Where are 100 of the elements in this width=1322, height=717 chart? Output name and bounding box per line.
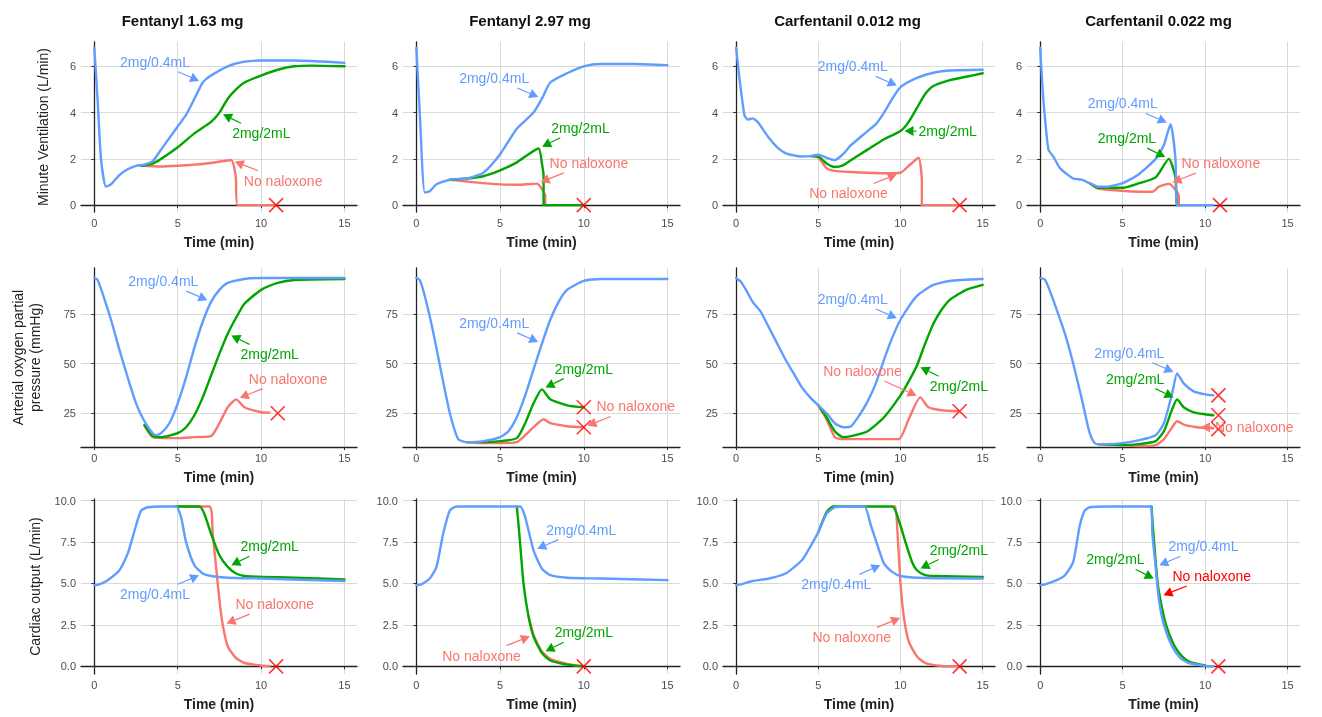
line-series [143,398,271,440]
y-tick-label: 4 [391,106,398,119]
y-tick-label: 6 [391,60,398,73]
x-tick-label: 10 [894,678,907,691]
y-tick-label: 7.5 [702,536,718,549]
y-tick-label: 25 [1009,407,1022,420]
y-tick-label: 6 [69,60,76,73]
y-tick-label: 2 [69,152,76,165]
annotation: 2mg/2mL [929,378,989,395]
annotation: 2mg/0.4mL [128,273,199,290]
annotation: 2mg/2mL [554,624,614,641]
annotation: 2mg/2mL [929,541,989,558]
x-tick-label: 0 [413,216,420,229]
y-tick-label: 75 [705,307,718,320]
annotation: 2mg/2mL [240,538,300,555]
annotation: 2mg/2mL [240,346,300,363]
y-axis-title: Arterial oxygen partial pressure (mmHg) [9,289,43,426]
annotation: No naloxone [248,370,328,387]
x-tick-label: 15 [976,451,989,464]
y-axis-title: Minute Ventilation (L/min) [34,48,51,207]
y-tick-label: 75 [385,307,398,320]
y-tick-label: 75 [63,307,76,320]
x-axis-title: Time (min) [1128,695,1199,712]
y-axis-title: Cardiac output (L/min) [27,517,44,656]
annotation: No naloxone [442,647,522,664]
y-tick-label: 2.5 [702,618,718,631]
x-tick-label: 5 [1119,451,1126,464]
annotation: No naloxone [596,398,676,415]
y-tick-label: 0.0 [382,660,398,673]
annotation: 2mg/0.4mL [119,53,191,70]
x-axis-title: Time (min) [183,468,255,485]
y-tick-label: 0.0 [60,660,76,673]
x-tick-label: 10 [254,451,268,464]
y-tick-label: 2.5 [1006,618,1022,631]
x-tick-label: 10 [577,216,590,229]
x-tick-label: 0 [1037,451,1044,464]
x-tick-label: 5 [174,216,181,229]
x-tick-label: 10 [577,451,590,464]
x-tick-label: 5 [174,678,181,691]
annotation: 2mg/0.4mL [1087,95,1158,112]
line-series [817,396,960,441]
x-tick-label: 10 [1199,451,1212,464]
x-axis-title: Time (min) [506,468,577,485]
x-axis-title: Time (min) [823,695,895,712]
line-series [93,505,346,587]
y-tick-label: 25 [63,407,76,420]
y-tick-label: 75 [1009,307,1022,320]
y-tick-label: 10.0 [1000,494,1022,507]
chart-title: Fentanyl 1.63 mg [121,12,244,29]
x-tick-label: 15 [976,678,989,691]
y-tick-label: 7.5 [1006,536,1022,549]
y-tick-label: 4 [69,106,76,119]
x-tick-label: 0 [91,451,98,464]
annotation: 2mg/2mL [1097,130,1157,147]
x-tick-label: 5 [815,451,822,464]
y-tick-label: 2 [391,152,398,165]
annotation: No naloxone [809,185,888,202]
x-tick-label: 5 [497,678,504,691]
line-series [415,46,669,194]
line-series [93,46,346,188]
x-axis-title: Time (min) [823,468,895,485]
x-axis-title: Time (min) [823,233,895,250]
x-tick-label: 15 [661,678,674,691]
annotation: 2mg/2mL [551,119,610,136]
x-tick-label: 5 [497,451,504,464]
x-tick-label: 10 [1199,216,1212,229]
y-tick-label: 0 [391,199,398,212]
annotation: 2mg/0.4mL [817,291,888,308]
annotation: No naloxone [243,172,323,189]
y-tick-label: 7.5 [60,536,76,549]
x-tick-label: 10 [254,678,268,691]
line-series [734,46,984,162]
x-tick-label: 5 [1119,678,1126,691]
annotation: No naloxone [1172,568,1252,585]
annotation: 2mg/0.4mL [459,69,530,86]
x-tick-label: 15 [661,216,674,229]
y-tick-label: 10.0 [54,494,76,507]
x-tick-label: 10 [577,678,590,691]
x-tick-label: 10 [254,216,268,229]
x-axis-title: Time (min) [1128,233,1199,250]
y-tick-label: 50 [63,357,76,370]
x-tick-label: 15 [338,678,351,691]
x-tick-label: 15 [338,451,351,464]
x-tick-label: 10 [1199,678,1212,691]
y-tick-label: 7.5 [382,536,398,549]
y-tick-label: 25 [705,407,718,420]
line-series [174,505,346,581]
chart-title: Carfentanil 0.022 mg [1085,12,1232,29]
y-tick-label: 50 [1009,357,1022,370]
y-tick-label: 0.0 [702,660,718,673]
x-tick-label: 0 [91,678,98,691]
annotation: 2mg/2mL [232,125,291,142]
x-tick-label: 0 [733,678,740,691]
x-tick-label: 10 [894,451,907,464]
y-tick-label: 5.0 [1006,577,1022,590]
x-tick-label: 5 [815,216,822,229]
y-tick-label: 5.0 [702,577,718,590]
annotation: No naloxone [812,629,892,646]
x-axis-title: Time (min) [506,233,577,250]
annotation: 2mg/2mL [1106,370,1165,387]
